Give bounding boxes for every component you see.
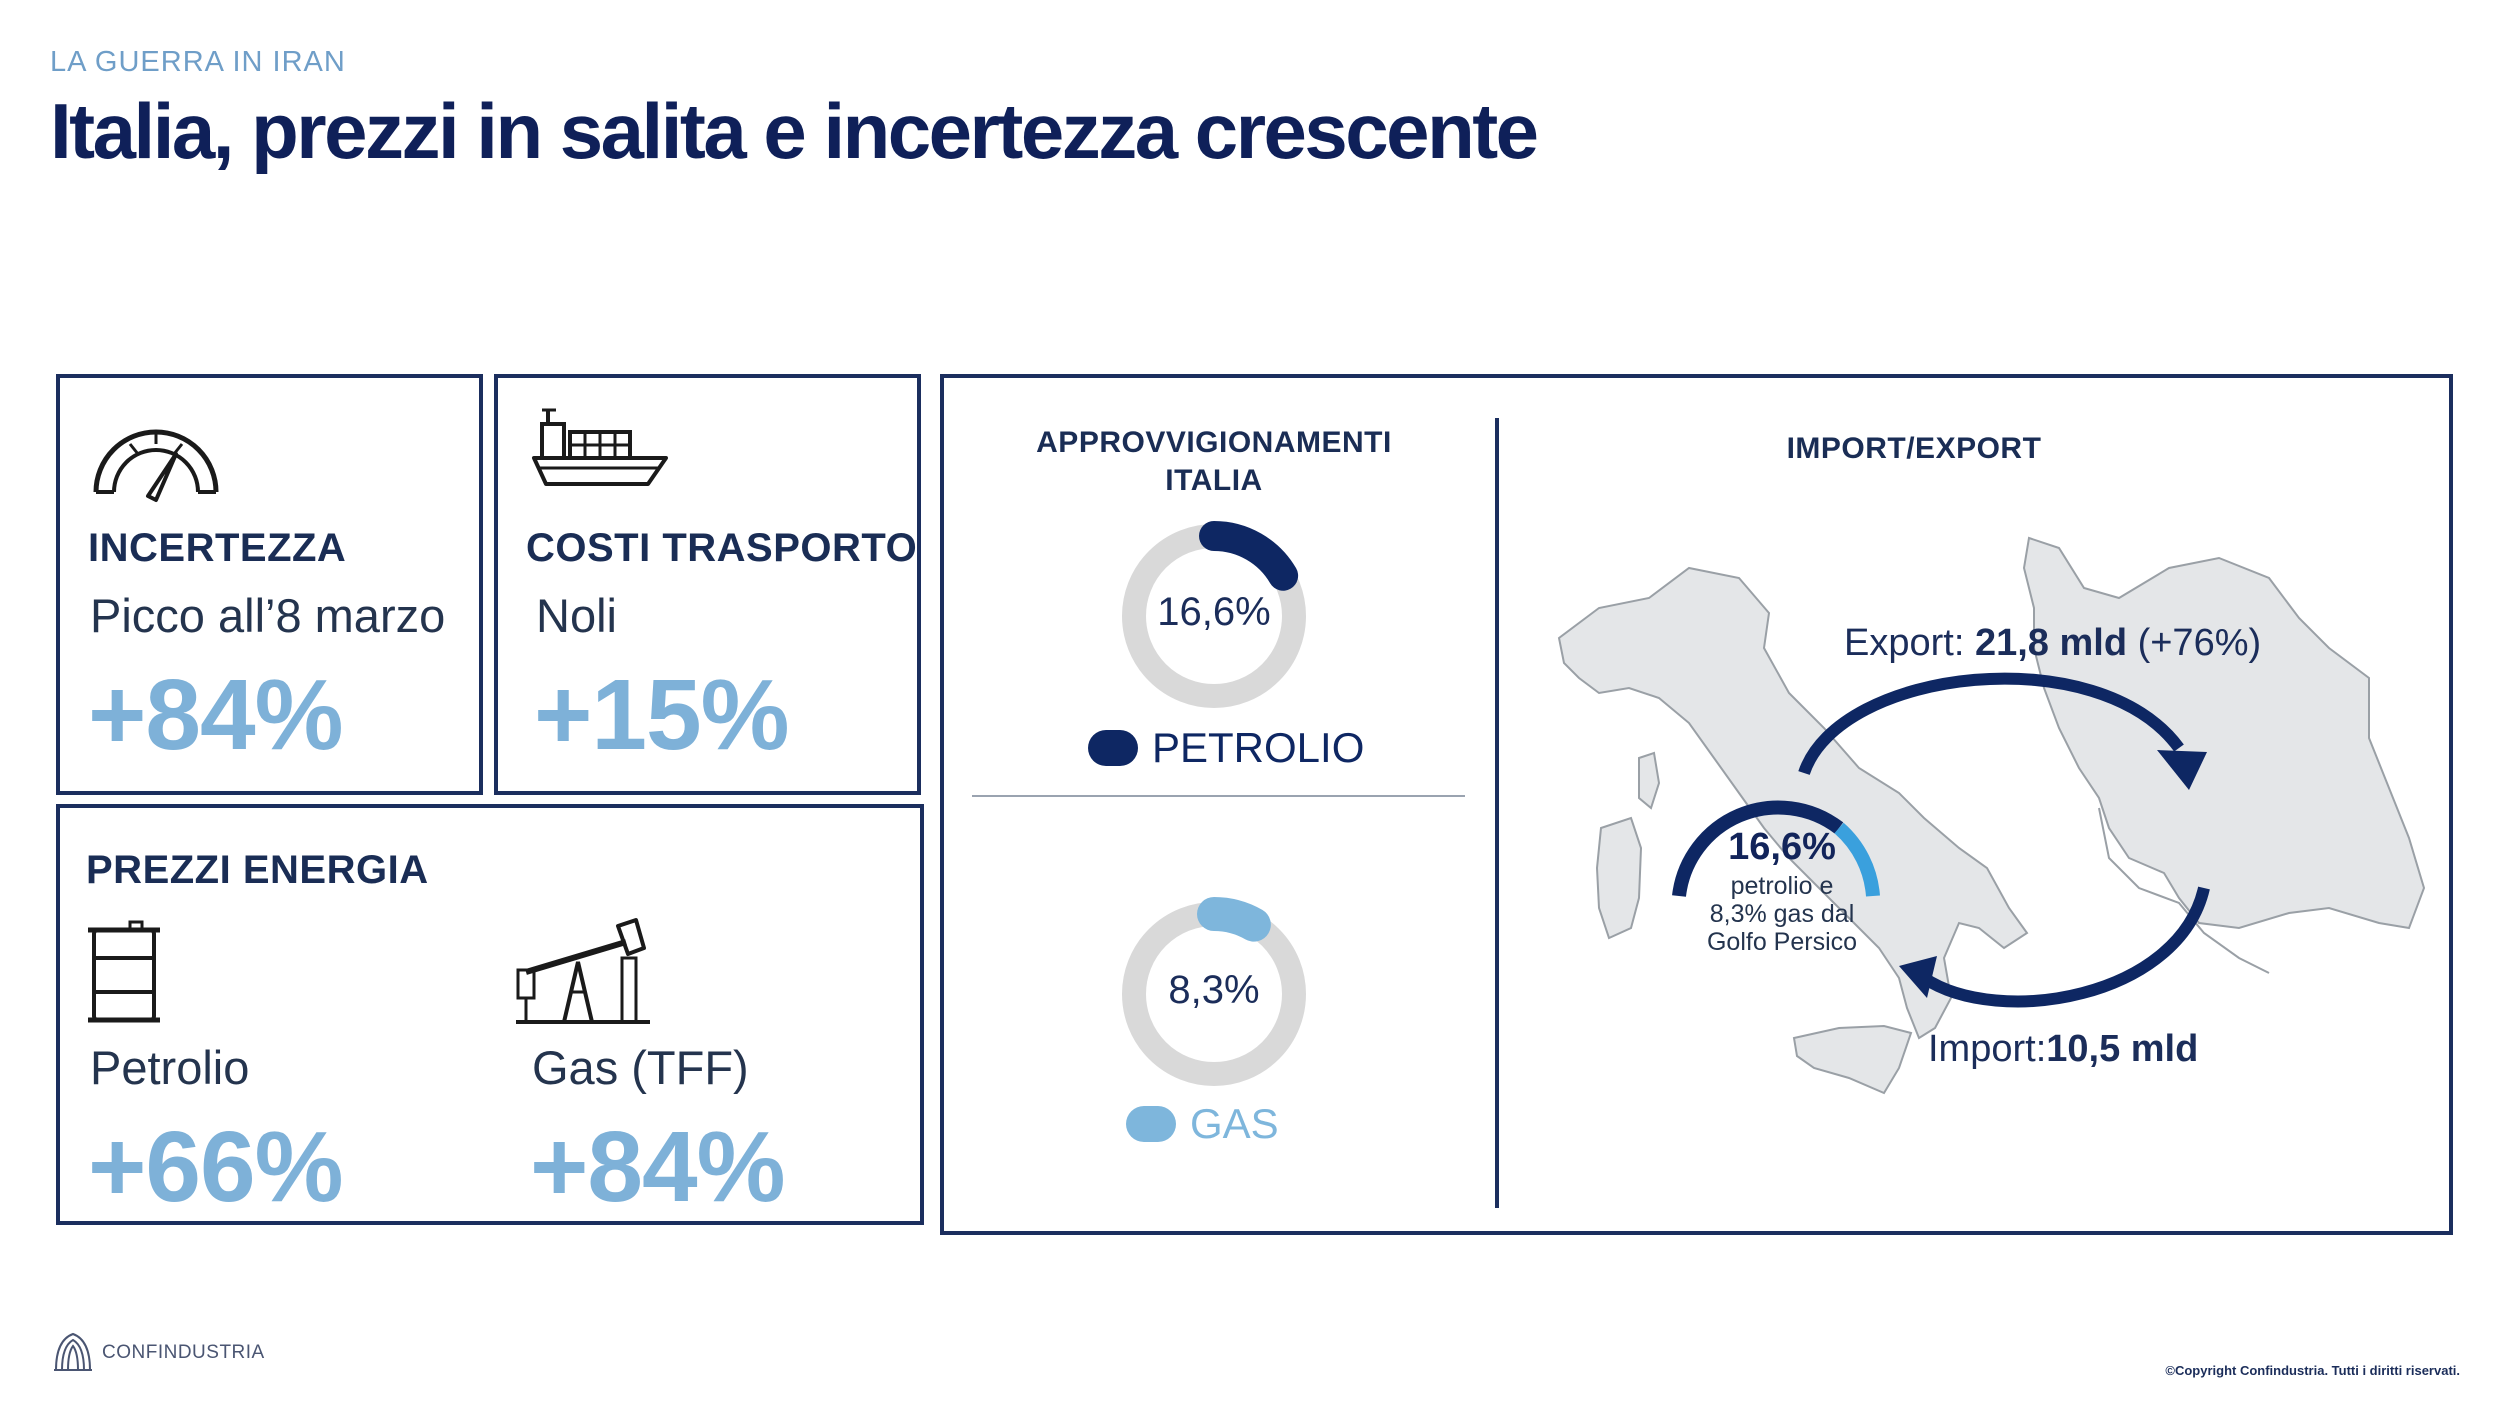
import-label: Import:10,5 mld (1928, 1028, 2198, 1071)
card-title: INCERTEZZA (88, 526, 347, 570)
import-export-title: IMPORT/EXPORT (1786, 432, 2042, 465)
gas-value: +84% (530, 1111, 786, 1223)
cargo-ship-icon (532, 408, 668, 486)
center-caption: petrolio e 8,3% gas dal Golfo Persico (1672, 872, 1892, 956)
approvvigionamenti-title-line1: APPROVVIGIONAMENTI (1036, 426, 1392, 459)
oil-barrel-icon (88, 920, 160, 1023)
donut-arc-gas (1197, 897, 1271, 942)
card-title: PREZZI ENERGIA (86, 848, 429, 892)
card-costi-trasporto: COSTI TRASPORTO Noli +15% (494, 374, 921, 795)
sicily-shape (1792, 1024, 1913, 1095)
legend-swatch-petrolio (1088, 730, 1138, 766)
export-change: (+76%) (2127, 622, 2262, 664)
confindustria-logo: CONFINDUSTRIA (50, 1330, 265, 1376)
legend-petrolio: PETROLIO (1088, 724, 1364, 772)
center-caption-line1: petrolio e (1730, 872, 1834, 900)
import-label-text: Import: (1928, 1028, 2047, 1070)
card-subtitle: Picco all’8 marzo (90, 589, 446, 642)
gas-label: Gas (TFF) (532, 1041, 749, 1094)
corsica-shape (1638, 751, 1661, 810)
iran-shape (2022, 536, 2426, 930)
panel-approvvigionamenti-import-export: APPROVVIGIONAMENTI ITALIA 16,6% PETROLIO… (940, 374, 2453, 1235)
center-ring-dark (1672, 800, 1844, 897)
confindustria-emblem-icon (54, 1332, 92, 1371)
approvvigionamenti-title: APPROVVIGIONAMENTI ITALIA (1004, 424, 1424, 500)
export-arrowhead (2157, 750, 2207, 790)
card-prezzi-energia: PREZZI ENERGIA Petrolio +66% Gas (TFF) +… (56, 804, 924, 1225)
petrolio-label: Petrolio (90, 1041, 250, 1094)
divider (972, 795, 1465, 797)
oil-pump-icon (516, 918, 650, 1024)
export-label-text: Export: (1844, 622, 1975, 664)
export-label: Export: 21,8 mld (+76%) (1844, 622, 2261, 665)
copyright-notice: ©Copyright Confindustria. Tutti i diritt… (2165, 1363, 2460, 1378)
import-value: 10,5 mld (2046, 1028, 2199, 1070)
gas-share-label: 8,3% (1168, 968, 1260, 1012)
card-value: +15% (534, 659, 790, 771)
center-caption-line3: Golfo Persico (1706, 928, 1858, 956)
petrolio-share-label: 16,6% (1157, 590, 1271, 634)
legend-swatch-gas (1126, 1106, 1176, 1142)
card-title: COSTI TRASPORTO (526, 526, 918, 570)
center-ring-light (1834, 822, 1880, 897)
center-caption-line2: 8,3% gas dal (1709, 900, 1855, 928)
card-subtitle: Noli (536, 589, 617, 642)
donut-gas (1122, 897, 1306, 1086)
donut-arc-petrolio (1199, 521, 1299, 591)
page-title: Italia, prezzi in salita e incertezza cr… (50, 87, 1539, 175)
petrolio-value: +66% (88, 1111, 344, 1223)
italy-iran-map (1557, 536, 2426, 1095)
section-kicker: LA GUERRA IN IRAN (50, 46, 346, 78)
export-value: 21,8 mld (1974, 622, 2128, 664)
import-arrow (1920, 886, 2210, 1008)
gulf-coastline (2098, 807, 2270, 974)
card-value: +84% (88, 659, 344, 771)
donut-petrolio (1122, 521, 1306, 708)
legend-label-gas: GAS (1190, 1100, 1279, 1147)
export-arrow (1798, 672, 2184, 776)
legend-label-petrolio: PETROLIO (1152, 724, 1365, 771)
legend-gas: GAS (1126, 1100, 1279, 1148)
approvvigionamenti-title-line2: ITALIA (1165, 464, 1263, 497)
vertical-divider (1495, 418, 1499, 1208)
center-value: 16,6% (1728, 826, 1836, 868)
card-incertezza: INCERTEZZA Picco all’8 marzo +84% (56, 374, 483, 795)
import-arrowhead (1899, 956, 1937, 998)
logo-text: CONFINDUSTRIA (102, 1342, 265, 1363)
sardinia-shape (1595, 816, 1643, 940)
speedometer-icon (93, 429, 219, 502)
